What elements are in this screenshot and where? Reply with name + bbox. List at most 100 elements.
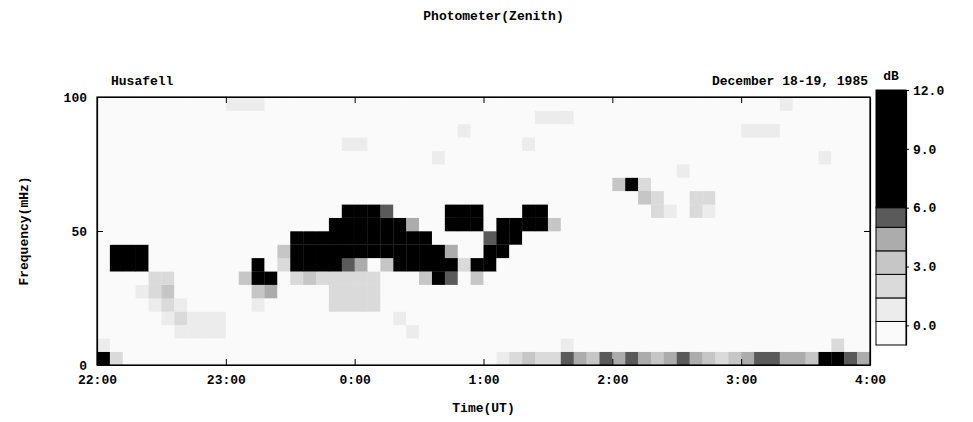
cell [458,191,471,205]
cell [496,151,509,165]
cell [780,137,793,151]
cell [226,285,239,299]
cell [831,137,844,151]
cell [857,137,870,151]
cell [651,124,664,138]
cell [174,191,187,205]
cell [831,97,844,111]
cell [793,218,806,232]
tick-mark [906,149,909,150]
tick: 100 [64,91,103,106]
cell [316,191,329,205]
cell [754,258,767,272]
cell [703,151,716,165]
cell [342,137,355,151]
cell [239,325,252,339]
cell [561,298,574,312]
cell [432,311,445,325]
cell [239,164,252,178]
cell [741,352,754,365]
cell [767,311,780,325]
cell [806,177,819,191]
cell [484,97,497,111]
cell [741,97,754,111]
cell [741,164,754,178]
cell [509,164,522,178]
cell [484,285,497,299]
cell [574,177,587,191]
cell [664,191,677,205]
cell [844,97,857,111]
cell [690,271,703,285]
cell [110,244,123,258]
cell [200,218,213,232]
cell [535,151,548,165]
cell [509,311,522,325]
cell [149,164,162,178]
cell [458,204,471,218]
cell [290,311,303,325]
cell [252,271,265,285]
cell [561,177,574,191]
cell [561,258,574,272]
colorbar-box [876,321,906,345]
cell [123,124,136,138]
cell [458,164,471,178]
cell [793,244,806,258]
cell [393,244,406,258]
cell [535,285,548,299]
cell [342,271,355,285]
cell [316,124,329,138]
cell [239,204,252,218]
cell [290,164,303,178]
cell [355,298,368,312]
cell [638,97,651,111]
cell [484,271,497,285]
cell [239,311,252,325]
cell [342,204,355,218]
cell [484,244,497,258]
cell [432,177,445,191]
cell [715,298,728,312]
cell [857,271,870,285]
cell [368,311,381,325]
cell [380,110,393,124]
cell [844,338,857,352]
cell [406,204,419,218]
cell [303,137,316,151]
cell [484,352,497,365]
cell [780,258,793,272]
cell [548,124,561,138]
cell [342,191,355,205]
cell [793,311,806,325]
cell [535,191,548,205]
cell [277,231,290,245]
cell [728,137,741,151]
cell [368,325,381,339]
cell [471,218,484,232]
cell [548,231,561,245]
cell [715,325,728,339]
cell [393,164,406,178]
cell [806,244,819,258]
cell [496,177,509,191]
cell [664,352,677,365]
cell [754,231,767,245]
cell [226,218,239,232]
cell [548,164,561,178]
cell [857,325,870,339]
cell [213,285,226,299]
cell [548,110,561,124]
cell [703,298,716,312]
cell [587,97,600,111]
cell [664,298,677,312]
cell [200,271,213,285]
cell [844,151,857,165]
cell [754,325,767,339]
cell [471,271,484,285]
cell [149,338,162,352]
cell [703,231,716,245]
cell [780,271,793,285]
cell [174,151,187,165]
cell [252,204,265,218]
